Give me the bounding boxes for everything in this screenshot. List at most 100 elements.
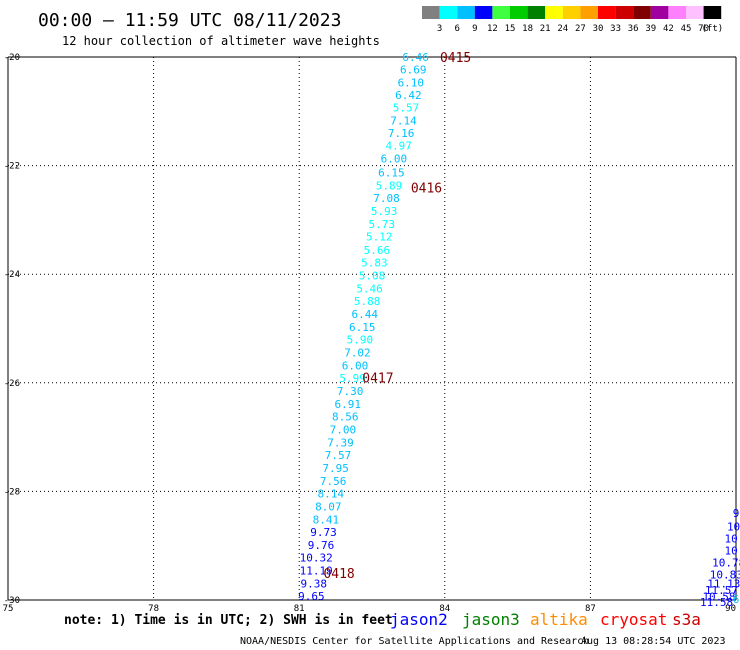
legend-swatch xyxy=(457,6,475,19)
swh-value-label: 6.00 xyxy=(381,153,408,166)
swh-value-label: 9.38 xyxy=(301,578,328,591)
legend-swatch xyxy=(598,6,616,19)
swh-value-label: 5.57 xyxy=(393,101,420,114)
legend-tick-label: 21 xyxy=(540,24,551,34)
legend-tick-label: 3 xyxy=(437,24,442,34)
legend-tick-label: 30 xyxy=(593,24,604,34)
swh-value-label: 9.73 xyxy=(310,526,337,539)
swh-value-label: 10 xyxy=(727,521,740,534)
swh-value-label: 6.42 xyxy=(395,89,422,102)
legend-swatch xyxy=(527,6,546,19)
legend-swatch xyxy=(439,6,458,19)
swh-value-label: 10.78 xyxy=(712,557,740,570)
x-tick-label: 78 xyxy=(148,604,159,614)
swh-value-label: 7.02 xyxy=(344,346,371,359)
legend-tick-label: 6 xyxy=(454,24,459,34)
legend-tick-label: 18 xyxy=(522,24,533,34)
legend-tick-label: 27 xyxy=(575,24,586,34)
legend-swatch xyxy=(703,6,722,19)
swh-value-label: 8.41 xyxy=(313,514,340,527)
legend-unit-label: (ft) xyxy=(702,24,724,34)
swh-value-label: 11.13 xyxy=(707,578,740,591)
legend-tick-label: 12 xyxy=(487,24,498,34)
swh-value-label: 9 xyxy=(733,507,740,520)
footer-credit: NOAA/NESDIS Center for Satellite Applica… xyxy=(240,636,589,647)
swh-value-label: 7.39 xyxy=(327,437,354,450)
footer-timestamp: Aug 13 08:28:54 UTC 2023 xyxy=(581,636,726,647)
legend-swatch xyxy=(492,6,510,19)
legend-swatch xyxy=(633,6,651,19)
swh-value-label: 7.00 xyxy=(330,423,357,436)
grid-lines xyxy=(8,57,736,600)
satellite-name: jason2 xyxy=(390,610,448,629)
swh-value-label: 11.58 xyxy=(700,596,733,609)
track-labels: 0415 0416 0417 0418 xyxy=(323,51,471,582)
legend-swatch xyxy=(668,6,686,19)
x-tick-label: 84 xyxy=(439,604,450,614)
legend-tick-label: 15 xyxy=(505,24,516,34)
track-time-label: 0417 xyxy=(362,371,393,386)
legend-swatch xyxy=(615,6,634,19)
satellite-name: cryosat xyxy=(600,610,667,629)
legend-tick-label: 24 xyxy=(557,24,568,34)
swh-value-label: 5.12 xyxy=(366,231,393,244)
swh-value-label: 9.65 xyxy=(298,590,325,603)
swh-value-label: 7.95 xyxy=(322,462,349,475)
swh-value-label: 7.16 xyxy=(388,127,415,140)
legend-swatch xyxy=(580,6,598,19)
swh-value-label: 10.32 xyxy=(300,552,333,565)
swh-value-label: 10.83 xyxy=(710,568,740,581)
swh-value-label: 11.57 xyxy=(705,584,738,597)
satellite-legend: jason2 jason3 altika cryosat s3a xyxy=(390,610,701,629)
x-tick-label: 87 xyxy=(585,604,596,614)
x-tick-label: 75 xyxy=(3,604,14,614)
legend-tick-label: 70 xyxy=(698,24,709,34)
swh-value-label: 9.76 xyxy=(308,539,335,552)
swh-value-label: 6.15 xyxy=(378,167,405,180)
x-axis-tick-labels: 75 78 81 84 87 90 xyxy=(3,604,736,614)
swh-value-label: 11.19 xyxy=(300,565,333,578)
swh-value-label: 6.46 xyxy=(402,51,429,64)
swh-value-label: 8.56 xyxy=(332,410,359,423)
satellite-name: s3a xyxy=(672,610,701,629)
legend-swatch xyxy=(650,6,669,19)
swh-value-label: 10 xyxy=(725,533,738,546)
swh-value-label: 10.58 xyxy=(702,591,735,604)
swh-value-label: 5.93 xyxy=(371,205,398,218)
legend-swatch xyxy=(510,6,528,19)
chart-subtitle: 12 hour collection of altimeter wave hei… xyxy=(62,34,380,48)
swh-value-label: 6 xyxy=(733,593,740,606)
legend-tick-label: 39 xyxy=(645,24,656,34)
swh-value-label: 5.66 xyxy=(364,244,391,257)
swh-value-label: 5.90 xyxy=(347,333,374,346)
y-axis-tick-labels: -20 -22 -24 -26 -28 -30 xyxy=(4,53,20,606)
swh-value-label: 6.10 xyxy=(398,77,425,90)
y-tick-label: -20 xyxy=(4,53,20,63)
legend-tick-label: 36 xyxy=(628,24,639,34)
swh-value-label: 10 xyxy=(725,545,738,558)
swh-value-label: 6.44 xyxy=(351,308,378,321)
legend-swatch xyxy=(562,6,581,19)
swh-value-label: 5.83 xyxy=(361,256,388,269)
swh-data-points: 6.466.696.106.425.577.147.164.976.006.15… xyxy=(298,51,740,609)
swh-value-label: 8.07 xyxy=(315,501,342,514)
x-tick-label: 90 xyxy=(725,604,736,614)
legend-swatch xyxy=(686,6,704,19)
y-tick-label: -22 xyxy=(4,162,20,172)
legend-tick-label: 42 xyxy=(663,24,674,34)
track-time-label: 0418 xyxy=(323,567,354,582)
legend-swatch xyxy=(545,6,563,19)
swh-value-label: 5.99 xyxy=(339,372,366,385)
swh-value-label: 7.30 xyxy=(337,385,364,398)
swh-value-label: 7.14 xyxy=(390,115,417,128)
swh-value-label: 6.00 xyxy=(342,359,369,372)
swh-color-legend: 3 6 9 12 15 18 21 24 27 30 33 36 39 42 45 70(ft) xyxy=(422,6,723,34)
chart-title: 00:00 – 11:59 UTC 08/11/2023 xyxy=(38,10,341,31)
satellite-name: jason3 xyxy=(462,610,520,629)
track-time-label: 0416 xyxy=(411,181,442,196)
satellite-name: altika xyxy=(530,610,588,629)
legend-swatch xyxy=(474,6,493,19)
swh-value-label: 5.89 xyxy=(376,180,403,193)
track-time-label: 0415 xyxy=(440,51,471,66)
